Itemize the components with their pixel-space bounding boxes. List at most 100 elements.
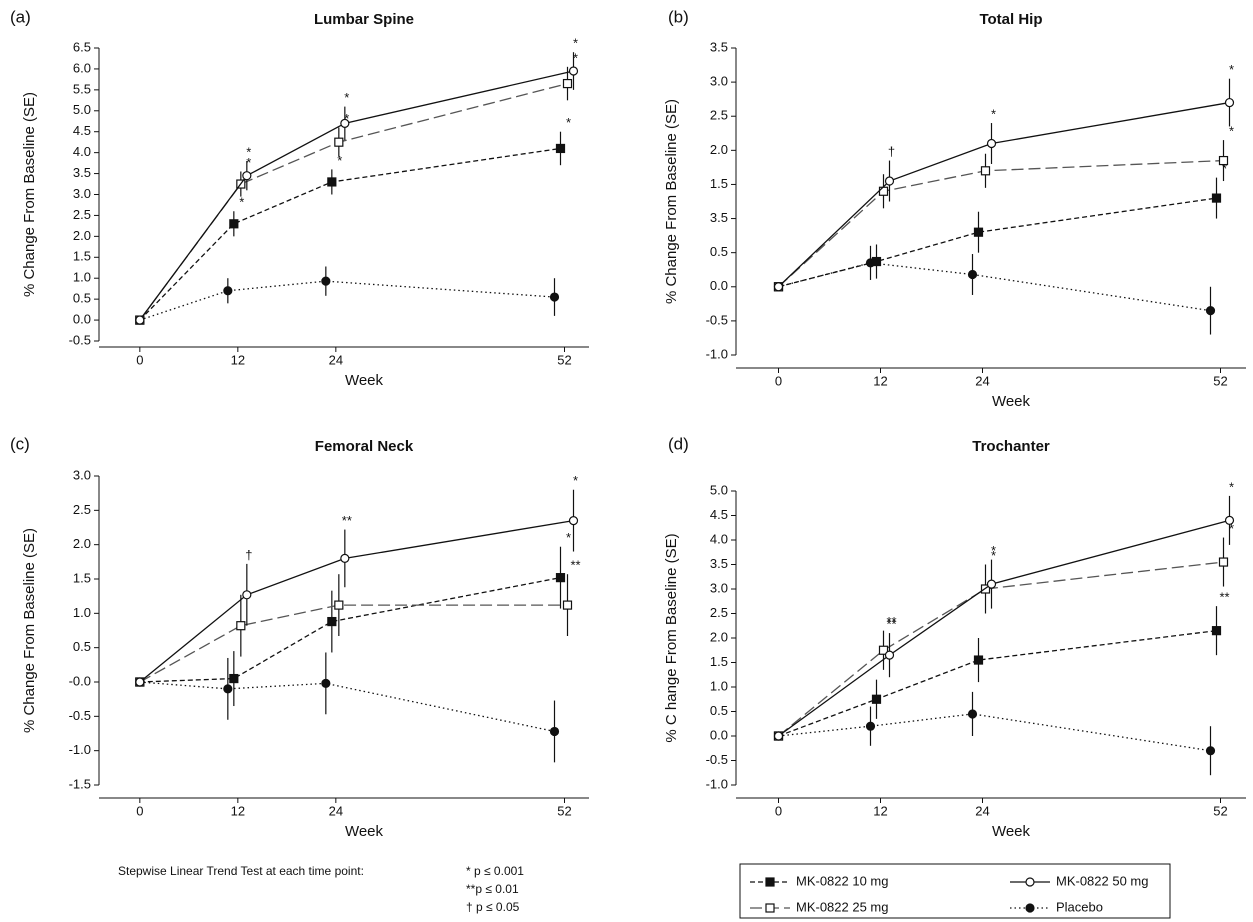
marker bbox=[980, 166, 991, 176]
marker bbox=[334, 137, 344, 147]
x-axis-label: Week bbox=[992, 823, 1031, 840]
y-tick-label: -1.0 bbox=[706, 346, 728, 361]
marker bbox=[568, 516, 579, 526]
marker bbox=[555, 573, 566, 583]
significance-label: † bbox=[245, 547, 252, 562]
series-line bbox=[778, 630, 1217, 737]
legend-label: Placebo bbox=[1056, 899, 1103, 914]
y-tick-label: -0.0 bbox=[69, 673, 91, 688]
y-tick-label: -0.5 bbox=[706, 312, 728, 327]
footnote-text: Stepwise Linear Trend Test at each time … bbox=[118, 864, 364, 878]
y-tick-label: 3.5 bbox=[710, 210, 728, 225]
marker bbox=[334, 600, 344, 610]
legend-label: MK-0822 25 mg bbox=[796, 899, 889, 914]
footnote-item: † p ≤ 0.05 bbox=[466, 900, 520, 914]
panel-label: (b) bbox=[668, 7, 689, 26]
y-tick-label: 1.0 bbox=[710, 678, 728, 693]
y-axis-label: % Change From Baseline (SE) bbox=[663, 99, 680, 304]
y-tick-label: 0.5 bbox=[73, 291, 91, 306]
significance-label: * bbox=[566, 530, 571, 545]
y-tick-label: -0.5 bbox=[706, 752, 728, 767]
marker bbox=[223, 286, 233, 296]
footnote-item: * p ≤ 0.001 bbox=[466, 864, 524, 878]
series-line bbox=[778, 713, 1211, 752]
y-tick-label: 6.5 bbox=[73, 39, 91, 54]
legend-marker bbox=[1025, 877, 1035, 887]
y-tick-label: -1.0 bbox=[706, 776, 728, 791]
y-tick-label: 3.0 bbox=[710, 580, 728, 595]
significance-label: * bbox=[573, 50, 578, 65]
y-tick-label: 4.0 bbox=[710, 531, 728, 546]
marker bbox=[986, 138, 997, 149]
marker bbox=[1205, 746, 1216, 756]
y-tick-label: 3.5 bbox=[710, 39, 728, 54]
marker bbox=[986, 579, 997, 589]
marker bbox=[967, 709, 978, 719]
marker bbox=[229, 219, 239, 229]
y-axis-label: % C hange From Baseline (SE) bbox=[663, 533, 680, 742]
series-line bbox=[139, 82, 568, 321]
marker bbox=[884, 176, 895, 186]
significance-label: ** bbox=[570, 558, 580, 573]
significance-label: ** bbox=[886, 617, 896, 632]
marker bbox=[562, 78, 573, 89]
marker bbox=[549, 292, 560, 302]
marker bbox=[321, 678, 331, 688]
y-tick-label: 4.5 bbox=[710, 507, 728, 522]
marker bbox=[967, 269, 978, 280]
marker bbox=[135, 677, 145, 687]
x-tick-label: 0 bbox=[775, 373, 782, 388]
y-tick-label: 2.5 bbox=[710, 605, 728, 620]
marker bbox=[1205, 306, 1216, 316]
y-tick-label: 5.5 bbox=[73, 81, 91, 96]
y-tick-label: 1.5 bbox=[73, 249, 91, 264]
marker bbox=[242, 590, 252, 600]
chart-title: Femoral Neck bbox=[315, 438, 414, 455]
series-line bbox=[139, 147, 561, 321]
x-tick-label: 12 bbox=[231, 352, 245, 367]
marker bbox=[1224, 515, 1235, 526]
series-line bbox=[139, 681, 555, 733]
significance-label: * bbox=[337, 153, 342, 168]
y-axis-label: % Change From Baseline (SE) bbox=[21, 92, 38, 297]
series-line bbox=[139, 604, 568, 683]
y-tick-label: 3.0 bbox=[73, 467, 91, 482]
y-tick-label: 0.5 bbox=[73, 639, 91, 654]
y-tick-label: 3.0 bbox=[73, 186, 91, 201]
series-line bbox=[139, 280, 555, 321]
x-tick-label: 0 bbox=[136, 803, 143, 818]
x-tick-label: 12 bbox=[231, 803, 245, 818]
y-tick-label: 5.0 bbox=[73, 102, 91, 117]
marker bbox=[327, 616, 337, 627]
significance-label: ** bbox=[886, 614, 896, 629]
y-tick-label: 3.5 bbox=[73, 165, 91, 180]
marker bbox=[321, 276, 331, 286]
y-tick-label: -0.5 bbox=[69, 332, 91, 347]
x-axis-label: Week bbox=[345, 372, 384, 389]
marker bbox=[773, 282, 784, 292]
marker bbox=[865, 721, 876, 731]
y-tick-label: 0.0 bbox=[710, 278, 728, 293]
x-tick-label: 24 bbox=[975, 373, 989, 388]
series-line bbox=[778, 519, 1230, 737]
chart-title: Total Hip bbox=[979, 11, 1042, 28]
marker bbox=[1211, 193, 1222, 203]
legend-marker bbox=[765, 903, 775, 913]
significance-label: † bbox=[888, 144, 895, 159]
marker bbox=[884, 650, 895, 660]
marker bbox=[327, 177, 337, 187]
series-line bbox=[778, 561, 1224, 737]
significance-label: * bbox=[344, 111, 349, 126]
marker bbox=[973, 227, 984, 237]
significance-label: ** bbox=[1219, 590, 1229, 605]
legend-box bbox=[739, 863, 1171, 919]
series-line bbox=[778, 159, 1224, 288]
marker bbox=[242, 171, 252, 181]
significance-label: * bbox=[991, 106, 996, 121]
y-tick-label: 3.0 bbox=[710, 74, 728, 89]
y-tick-label: 1.5 bbox=[710, 654, 728, 669]
y-tick-label: 2.5 bbox=[73, 502, 91, 517]
marker bbox=[1218, 557, 1229, 567]
significance-label: * bbox=[991, 548, 996, 563]
